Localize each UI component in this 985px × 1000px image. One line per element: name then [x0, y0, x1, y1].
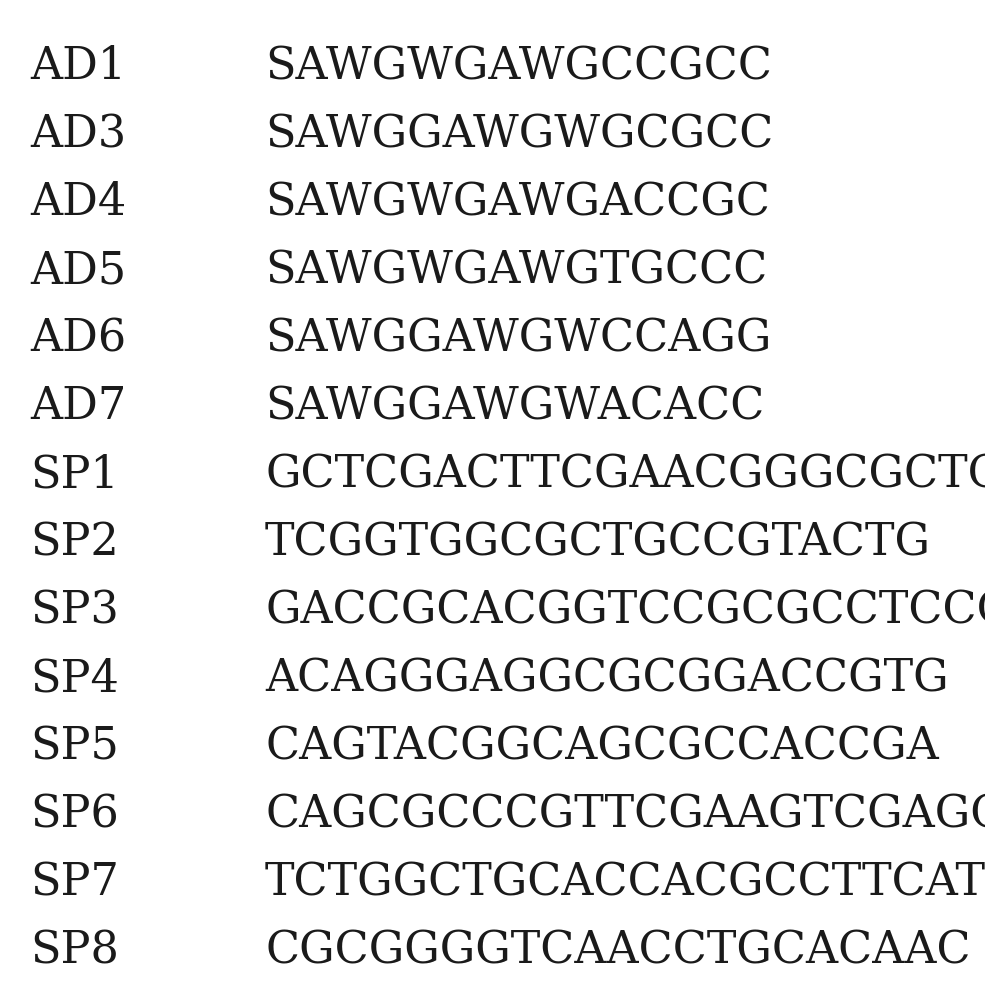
Text: SAWGGAWGWCCAGG: SAWGGAWGWCCAGG	[265, 317, 771, 360]
Text: GACCGCACGGTCCGCGCCTCCCTG: GACCGCACGGTCCGCGCCTCCCTG	[265, 589, 985, 632]
Text: CAGTACGGCAGCGCCACCGA: CAGTACGGCAGCGCCACCGA	[265, 725, 939, 768]
Text: SAWGWGAWGTGCCC: SAWGWGAWGTGCCC	[265, 249, 767, 292]
Text: TCTGGCTGCACCACGCCTTCATC: TCTGGCTGCACCACGCCTTCATC	[265, 861, 985, 904]
Text: SP4: SP4	[30, 657, 119, 700]
Text: AD3: AD3	[30, 113, 126, 156]
Text: CAGCGCCCGTTCGAAGTCGAGCAG: CAGCGCCCGTTCGAAGTCGAGCAG	[265, 793, 985, 836]
Text: AD6: AD6	[30, 317, 126, 360]
Text: SP3: SP3	[30, 589, 119, 632]
Text: SP6: SP6	[30, 793, 119, 836]
Text: SP5: SP5	[30, 725, 119, 768]
Text: SAWGGAWGWGCGCC: SAWGGAWGWGCGCC	[265, 113, 773, 156]
Text: GCTCGACTTCGAACGGGCGCTG: GCTCGACTTCGAACGGGCGCTG	[265, 453, 985, 496]
Text: SP2: SP2	[30, 521, 119, 564]
Text: AD7: AD7	[30, 385, 126, 428]
Text: AD1: AD1	[30, 45, 126, 88]
Text: SP8: SP8	[30, 929, 119, 972]
Text: AD5: AD5	[30, 249, 126, 292]
Text: ACAGGGAGGCGCGGACCGTG: ACAGGGAGGCGCGGACCGTG	[265, 657, 949, 700]
Text: TCGGTGGCGCTGCCGTACTG: TCGGTGGCGCTGCCGTACTG	[265, 521, 931, 564]
Text: SAWGGAWGWACACC: SAWGGAWGWACACC	[265, 385, 764, 428]
Text: SP7: SP7	[30, 861, 119, 904]
Text: SP1: SP1	[30, 453, 119, 496]
Text: AD4: AD4	[30, 181, 126, 224]
Text: SAWGWGAWGACCGC: SAWGWGAWGACCGC	[265, 181, 770, 224]
Text: SAWGWGAWGCCGCC: SAWGWGAWGCCGCC	[265, 45, 772, 88]
Text: CGCGGGGTCAACCTGCACAAC: CGCGGGGTCAACCTGCACAAC	[265, 929, 970, 972]
